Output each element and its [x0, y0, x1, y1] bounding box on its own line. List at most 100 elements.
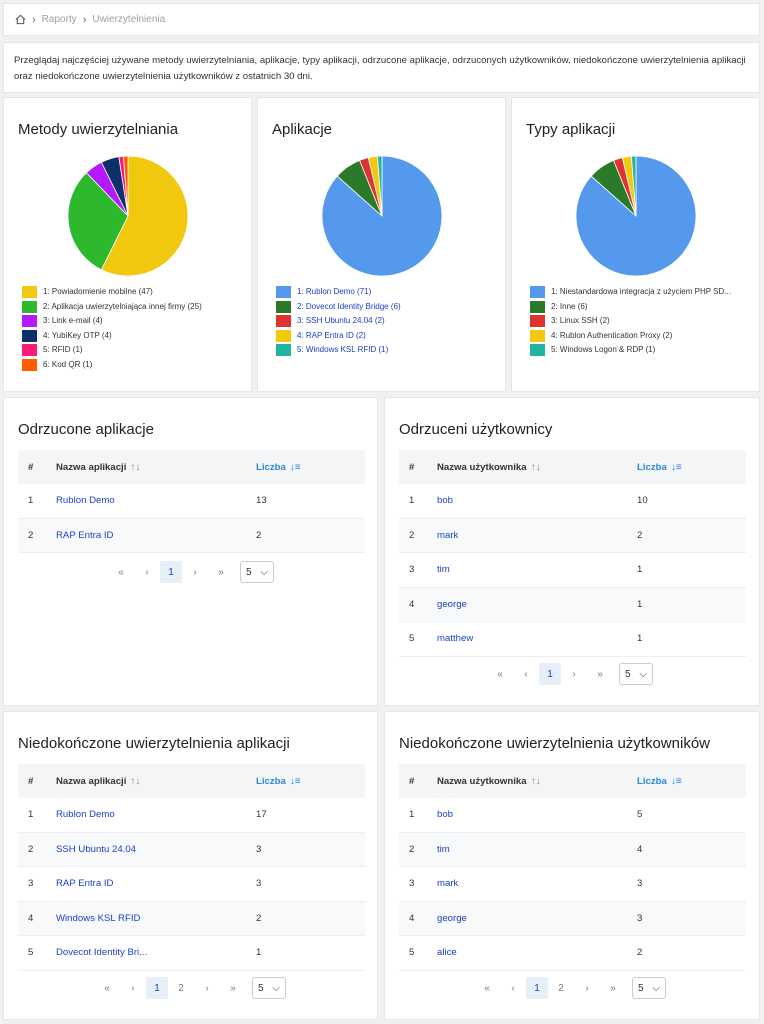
- page-size-value: 5: [625, 668, 631, 680]
- table-cell: 1: [409, 495, 415, 507]
- prev-page-button[interactable]: ‹: [524, 668, 528, 680]
- legend-item[interactable]: 5: Windows KSL RFID (1): [276, 343, 401, 358]
- next-page-button[interactable]: ›: [585, 982, 589, 994]
- legend-item[interactable]: 4: RAP Entra ID (2): [276, 329, 401, 344]
- legend-item[interactable]: 2: Dovecot Identity Bridge (6): [276, 300, 401, 315]
- page-button[interactable]: 2: [178, 982, 184, 994]
- row-name-link[interactable]: Windows KSL RFID: [56, 912, 141, 924]
- last-page-button[interactable]: »: [597, 668, 603, 680]
- legend-item[interactable]: 1: Rublon Demo (71): [276, 285, 401, 300]
- sort-desc-icon[interactable]: ↓≡: [289, 775, 301, 787]
- table-row: 3 mark 3: [399, 867, 746, 902]
- first-page-button[interactable]: «: [104, 982, 110, 994]
- row-name-link[interactable]: tim: [437, 843, 450, 855]
- page-button[interactable]: 1: [160, 561, 182, 583]
- table-cell: 13: [256, 495, 267, 507]
- breadcrumb-item-raporty[interactable]: Raporty: [41, 14, 77, 25]
- sort-icon[interactable]: ↑↓: [530, 775, 541, 787]
- next-page-button[interactable]: ›: [193, 566, 197, 578]
- row-name-link[interactable]: Rublon Demo: [56, 809, 115, 821]
- legend-item[interactable]: 4: YubiKey OTP (4): [22, 329, 202, 344]
- page-size-select[interactable]: 5 ⌵: [619, 663, 653, 685]
- pie-slice[interactable]: [630, 155, 637, 217]
- prev-page-button[interactable]: ‹: [145, 566, 149, 578]
- page-size-select[interactable]: 5 ⌵: [240, 561, 274, 583]
- legend-item[interactable]: 1: Powiadomienie mobilne (47): [22, 285, 202, 300]
- column-header[interactable]: Nazwa użytkownika ↑↓: [437, 775, 541, 787]
- legend-item[interactable]: 2: Inne (6): [530, 300, 731, 315]
- last-page-button[interactable]: »: [218, 566, 224, 578]
- row-name-link[interactable]: RAP Entra ID: [56, 529, 114, 541]
- legend-item[interactable]: 3: Linux SSH (2): [530, 314, 731, 329]
- column-header[interactable]: Liczba ↓≡: [637, 461, 682, 473]
- legend-item[interactable]: 5: RFID (1): [22, 343, 202, 358]
- next-page-button[interactable]: ›: [205, 982, 209, 994]
- pie-slice[interactable]: [575, 155, 697, 277]
- table-row: 2 RAP Entra ID 2: [18, 518, 365, 553]
- column-header[interactable]: Nazwa aplikacji ↑↓: [56, 461, 141, 473]
- table-row: 4 Windows KSL RFID 2: [18, 901, 365, 936]
- column-header[interactable]: Liczba ↓≡: [256, 461, 301, 473]
- pie-chart-app-types: [575, 155, 697, 277]
- sort-icon[interactable]: ↑↓: [530, 461, 541, 473]
- prev-page-button[interactable]: ‹: [131, 982, 135, 994]
- last-page-button[interactable]: »: [610, 982, 616, 994]
- legend-item[interactable]: 6: Kod QR (1): [22, 358, 202, 373]
- pie-slice[interactable]: [376, 155, 383, 217]
- row-name-link[interactable]: mark: [437, 878, 459, 890]
- legend-item[interactable]: 3: Link e-mail (4): [22, 314, 202, 329]
- row-name-link[interactable]: alice: [437, 947, 457, 959]
- row-name-link[interactable]: Rublon Demo: [56, 495, 115, 507]
- row-name-link[interactable]: bob: [437, 495, 454, 507]
- row-name-link[interactable]: matthew: [437, 633, 474, 645]
- legend-item[interactable]: 5: Windows Logon & RDP (1): [530, 343, 731, 358]
- row-name-link[interactable]: Dovecot Identity Bri...: [56, 947, 148, 959]
- first-page-button[interactable]: «: [497, 668, 503, 680]
- page-size-select[interactable]: 5 ⌵: [632, 977, 666, 999]
- first-page-button[interactable]: «: [484, 982, 490, 994]
- page-button[interactable]: 2: [558, 982, 564, 994]
- sort-desc-icon[interactable]: ↓≡: [670, 775, 682, 787]
- pie-slice[interactable]: [100, 155, 189, 277]
- column-header[interactable]: Liczba ↓≡: [256, 775, 301, 787]
- column-header[interactable]: Nazwa aplikacji ↑↓: [56, 775, 141, 787]
- prev-page-button[interactable]: ‹: [511, 982, 515, 994]
- legend-label: 2: Aplikacja uwierzytelniająca innej fir…: [43, 301, 202, 311]
- row-name-link[interactable]: george: [437, 598, 467, 610]
- row-name-link[interactable]: SSH Ubuntu 24.04: [56, 843, 137, 855]
- sort-icon[interactable]: ↑↓: [130, 775, 141, 787]
- first-page-button[interactable]: «: [118, 566, 124, 578]
- row-name-link[interactable]: bob: [437, 809, 454, 821]
- page-size-select[interactable]: 5 ⌵: [252, 977, 286, 999]
- page-button[interactable]: 1: [146, 977, 168, 999]
- row-name-link[interactable]: mark: [437, 529, 459, 541]
- sort-desc-icon[interactable]: ↓≡: [289, 461, 301, 473]
- table-cell: 2: [28, 529, 34, 541]
- legend-item[interactable]: 3: SSH Ubuntu 24.04 (2): [276, 314, 401, 329]
- page-button[interactable]: 1: [526, 977, 548, 999]
- row-name-link[interactable]: tim: [437, 564, 450, 576]
- pie-slice[interactable]: [321, 155, 443, 277]
- breadcrumb: › Raporty › Uwierzytelnienia: [3, 3, 760, 36]
- row-name-link[interactable]: RAP Entra ID: [56, 878, 114, 890]
- sort-icon[interactable]: ↑↓: [130, 461, 141, 473]
- legend-swatch: [22, 300, 37, 313]
- pie-slice[interactable]: [122, 155, 129, 217]
- legend-item[interactable]: 2: Aplikacja uwierzytelniająca innej fir…: [22, 300, 202, 315]
- chart-card-apps: Aplikacje 1: Rublon Demo (71) 2: Dovecot …: [257, 97, 506, 392]
- legend-label: 5: RFID (1): [43, 345, 83, 354]
- next-page-button[interactable]: ›: [572, 668, 576, 680]
- table-row: 4 george 1: [399, 587, 746, 622]
- table-title: Niedokończone uwierzytelnienia użytkowni…: [399, 735, 710, 752]
- legend-item[interactable]: 4: Rublon Authentication Proxy (2): [530, 329, 731, 344]
- sort-desc-icon[interactable]: ↓≡: [670, 461, 682, 473]
- home-icon[interactable]: [15, 14, 26, 25]
- legend-item[interactable]: 1: Niestandardowa integracja z użyciem P…: [530, 285, 731, 300]
- column-header[interactable]: Nazwa użytkownika ↑↓: [437, 461, 541, 473]
- column-header[interactable]: Liczba ↓≡: [637, 775, 682, 787]
- row-name-link[interactable]: george: [437, 912, 467, 924]
- pie-slice[interactable]: [67, 172, 129, 271]
- table-row: 3 tim 1: [399, 553, 746, 588]
- page-button[interactable]: 1: [539, 663, 561, 685]
- last-page-button[interactable]: »: [230, 982, 236, 994]
